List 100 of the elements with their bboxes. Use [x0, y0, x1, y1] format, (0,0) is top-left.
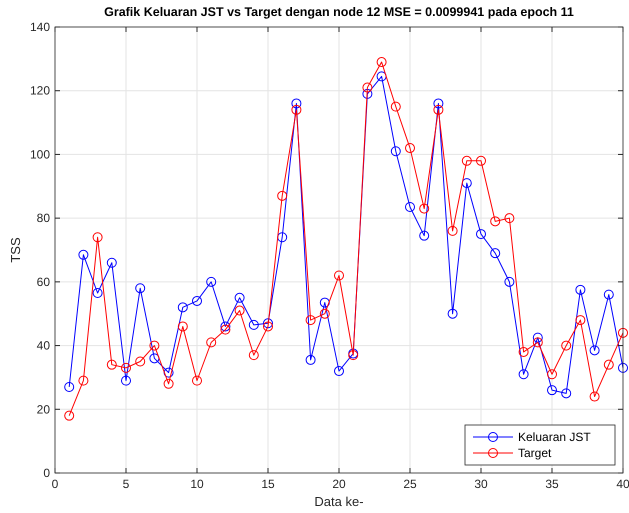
point	[547, 369, 557, 380]
point	[220, 321, 230, 332]
point	[590, 345, 600, 356]
point	[362, 88, 372, 99]
point	[618, 328, 628, 338]
x-tick-label: 15	[261, 477, 275, 491]
point	[462, 178, 472, 188]
legend-label: Keluaran JST	[518, 430, 592, 444]
point	[504, 276, 514, 287]
point	[362, 82, 372, 93]
point	[376, 71, 387, 82]
chart-title: Grafik Keluaran JST vs Target dengan node 12 MSE = 0.0099941 pada epoch 11	[104, 5, 574, 19]
point	[178, 321, 188, 332]
point	[419, 230, 430, 241]
point	[561, 340, 572, 351]
point	[433, 98, 444, 108]
point	[121, 376, 131, 386]
point	[320, 308, 330, 319]
point	[376, 57, 387, 68]
point	[490, 248, 500, 258]
point	[291, 104, 302, 115]
point	[448, 308, 458, 319]
point	[433, 104, 444, 115]
y-axis-title: TSS	[8, 237, 23, 263]
y-tick-label: 40	[36, 338, 50, 353]
point	[106, 258, 117, 268]
point	[306, 315, 316, 326]
y-tick-label: 140	[30, 20, 50, 34]
point	[390, 102, 401, 112]
point	[92, 232, 103, 242]
point	[234, 306, 245, 316]
point	[547, 385, 557, 396]
point	[78, 250, 88, 260]
point	[448, 226, 458, 236]
x-tick-label: 30	[474, 477, 488, 491]
point	[405, 143, 415, 154]
point	[419, 204, 430, 214]
x-tick-label: 5	[122, 477, 130, 491]
point	[192, 296, 202, 306]
point	[263, 318, 273, 328]
point	[306, 354, 316, 365]
point	[64, 410, 74, 421]
y-tick-label: 120	[30, 84, 50, 98]
point	[164, 378, 174, 389]
point	[220, 324, 230, 335]
point	[575, 284, 586, 295]
legend-label: Target	[518, 446, 552, 460]
point	[135, 283, 146, 294]
point	[248, 350, 259, 360]
point	[135, 356, 146, 366]
point	[92, 288, 103, 298]
x-tick-label: 25	[403, 477, 417, 491]
point	[405, 202, 415, 212]
point	[462, 156, 472, 166]
point	[206, 276, 216, 287]
y-tick-label: 100	[30, 147, 50, 162]
x-axis-title: Data ke-	[314, 494, 364, 509]
point	[121, 362, 131, 373]
point	[64, 382, 74, 392]
point	[106, 360, 117, 370]
point	[518, 346, 529, 357]
point	[490, 216, 500, 226]
y-tick-label: 20	[36, 402, 50, 416]
point	[78, 376, 88, 386]
point	[334, 366, 344, 376]
point	[178, 302, 188, 312]
point	[334, 270, 344, 280]
point	[192, 376, 202, 386]
point	[149, 340, 160, 351]
point	[604, 290, 614, 300]
point	[504, 213, 514, 224]
y-tick-label: 60	[36, 274, 50, 289]
point	[320, 298, 330, 308]
point	[561, 388, 572, 398]
y-tick-label: 80	[36, 211, 50, 226]
y-tick-label: 0	[43, 466, 50, 480]
point	[618, 362, 628, 373]
x-tick-label: 10	[190, 477, 204, 491]
point	[476, 156, 486, 166]
point	[476, 229, 486, 240]
point	[206, 337, 216, 348]
point	[277, 190, 288, 201]
point	[234, 292, 245, 303]
point	[248, 320, 259, 330]
point	[164, 368, 174, 378]
point	[277, 232, 288, 242]
x-tick-label: 40	[616, 477, 629, 491]
x-tick-label: 35	[545, 477, 559, 491]
point	[291, 98, 302, 108]
point	[518, 369, 529, 380]
point	[263, 321, 273, 332]
point	[149, 353, 160, 364]
point	[532, 332, 543, 343]
x-tick-label: 20	[332, 477, 346, 491]
x-tick-label: 0	[52, 477, 59, 491]
point	[532, 337, 543, 348]
point	[575, 315, 586, 326]
point	[590, 392, 600, 402]
point	[604, 360, 614, 370]
point	[390, 146, 401, 156]
